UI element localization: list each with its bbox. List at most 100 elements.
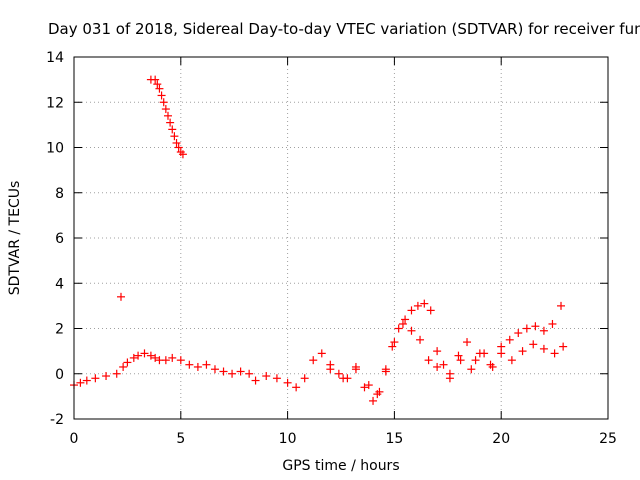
data-point [539, 344, 548, 353]
data-point [283, 378, 292, 387]
y-tick-label: 8 [55, 186, 64, 202]
data-point [424, 356, 433, 365]
data-point [210, 365, 219, 374]
data-point [119, 362, 128, 371]
data-point [140, 349, 149, 358]
data-point [539, 326, 548, 335]
y-tick-label: 4 [55, 276, 64, 292]
data-point [272, 374, 281, 383]
data-point [202, 360, 211, 369]
data-point [317, 349, 326, 358]
data-point [326, 365, 335, 374]
data-point [300, 374, 309, 383]
data-point [407, 306, 416, 315]
data-point [518, 347, 527, 356]
data-point [245, 369, 254, 378]
x-tick-label: 0 [70, 431, 79, 447]
data-point [134, 351, 143, 360]
data-point [390, 338, 399, 347]
data-point [193, 362, 202, 371]
x-tick-label: 20 [492, 431, 510, 447]
data-point [185, 360, 194, 369]
data-point [219, 367, 228, 376]
data-point [373, 390, 382, 399]
y-tick-label: 2 [55, 322, 64, 338]
x-tick-label: 25 [599, 431, 617, 447]
data-point [360, 383, 369, 392]
data-point [251, 376, 260, 385]
data-point [388, 342, 397, 351]
data-point [172, 138, 181, 147]
y-tick-label: -2 [50, 412, 64, 428]
data-point [497, 349, 506, 358]
data-point [514, 329, 523, 338]
data-point [550, 349, 559, 358]
data-point [228, 369, 237, 378]
data-point [433, 362, 442, 371]
chart-title: Day 031 of 2018, Sidereal Day-to-day VTE… [48, 20, 640, 38]
data-point [166, 118, 175, 127]
y-tick-label: 0 [55, 367, 64, 383]
data-point [463, 338, 472, 347]
data-point [163, 111, 172, 120]
plot-frame [73, 56, 609, 420]
x-axis-label: GPS time / hours [282, 458, 399, 474]
x-tick-label: 5 [176, 431, 185, 447]
data-point [369, 396, 378, 405]
data-point [454, 351, 463, 360]
data-point [505, 335, 514, 344]
data-point [433, 347, 442, 356]
data-point [398, 319, 407, 328]
data-point [339, 374, 348, 383]
data-point [401, 315, 410, 324]
data-point [394, 324, 403, 333]
data-point [178, 150, 187, 159]
data-point [416, 335, 425, 344]
x-tick-label: 10 [279, 431, 297, 447]
data-point [76, 378, 85, 387]
data-point [292, 383, 301, 392]
data-point [559, 342, 568, 351]
data-point [426, 306, 435, 315]
data-point [236, 367, 245, 376]
y-axis-label: SDTVAR / TECUs [7, 181, 23, 296]
data-point [155, 84, 164, 93]
data-point [176, 356, 185, 365]
data-point [102, 372, 111, 381]
data-point [497, 342, 506, 351]
y-tick-label: 6 [55, 231, 64, 247]
data-point [82, 376, 91, 385]
data-point [531, 322, 540, 331]
y-tick-label: 12 [46, 95, 64, 111]
data-point [456, 356, 465, 365]
data-point [475, 349, 484, 358]
data-point [507, 356, 516, 365]
data-point [170, 132, 179, 141]
data-point [548, 319, 557, 328]
data-point [161, 105, 170, 114]
data-point [351, 362, 360, 371]
data-point [445, 374, 454, 383]
data-point [153, 80, 162, 89]
data-point [151, 75, 160, 84]
data-point [159, 98, 168, 107]
data-point [157, 91, 166, 100]
data-point [262, 372, 271, 381]
axis-ticks: 0 5 10 15 20 25 -2 0 2 4 6 8 10 12 14 [46, 50, 617, 447]
data-point [334, 369, 343, 378]
data-point [309, 356, 318, 365]
data-point [407, 326, 416, 335]
data-point [112, 369, 121, 378]
data-point [471, 356, 480, 365]
data-point [439, 360, 448, 369]
data-point [168, 353, 177, 362]
data-point [522, 324, 531, 333]
data-point [364, 381, 373, 390]
data-point [413, 301, 422, 310]
data-point [529, 340, 538, 349]
x-tick-label: 15 [385, 431, 403, 447]
gridlines [74, 57, 608, 419]
data-point [381, 365, 390, 374]
data-point [161, 356, 170, 365]
